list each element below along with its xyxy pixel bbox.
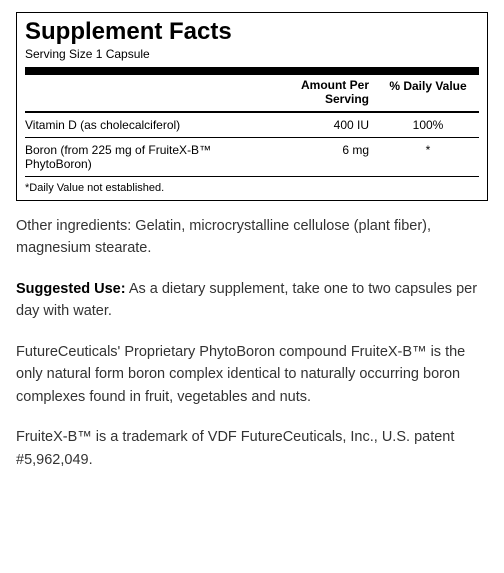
suggested-use-label: Suggested Use: <box>16 281 126 297</box>
supplement-facts-panel: Supplement Facts Serving Size 1 Capsule … <box>16 12 488 201</box>
nutrient-dv: 100% <box>369 118 479 132</box>
trademark-paragraph: FruiteX-B™ is a trademark of VDF FutureC… <box>16 426 488 471</box>
nutrient-name: Vitamin D (as cholecalciferol) <box>25 118 269 132</box>
facts-title: Supplement Facts <box>25 19 479 45</box>
nutrient-name: Boron (from 225 mg of FruiteX-B™ PhytoBo… <box>25 143 269 171</box>
facts-header-row: Amount Per Serving % Daily Value <box>25 75 479 113</box>
facts-footnote: *Daily Value not established. <box>25 177 479 196</box>
other-ingredients: Other ingredients: Gelatin, microcrystal… <box>16 215 488 260</box>
description-paragraph: FutureCeuticals' Proprietary PhytoBoron … <box>16 341 488 408</box>
nutrient-row: Boron (from 225 mg of FruiteX-B™ PhytoBo… <box>25 138 479 177</box>
header-dv: % Daily Value <box>369 79 479 107</box>
header-amount: Amount Per Serving <box>269 79 369 107</box>
nutrient-row: Vitamin D (as cholecalciferol) 400 IU 10… <box>25 113 479 138</box>
suggested-use: Suggested Use: As a dietary supplement, … <box>16 278 488 323</box>
serving-size: Serving Size 1 Capsule <box>25 47 479 61</box>
nutrient-amount: 400 IU <box>269 118 369 132</box>
thick-rule <box>25 67 479 75</box>
nutrient-dv: * <box>369 143 479 157</box>
nutrient-amount: 6 mg <box>269 143 369 157</box>
